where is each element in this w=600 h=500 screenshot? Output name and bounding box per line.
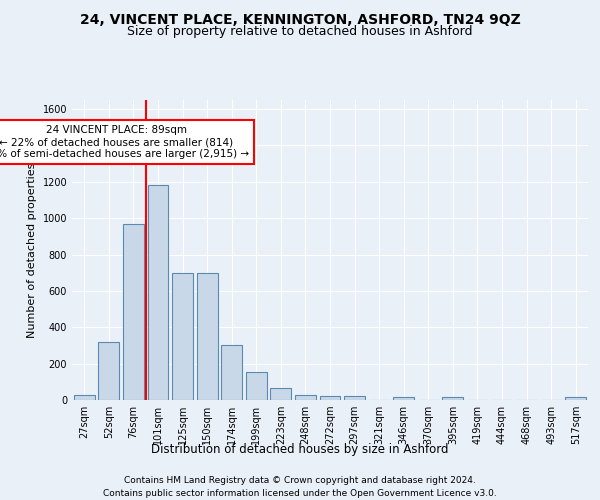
Bar bbox=[295, 394, 316, 400]
Bar bbox=[320, 396, 340, 400]
Text: Size of property relative to detached houses in Ashford: Size of property relative to detached ho… bbox=[127, 25, 473, 38]
Bar bbox=[197, 272, 218, 400]
Y-axis label: Number of detached properties: Number of detached properties bbox=[27, 162, 37, 338]
Bar bbox=[565, 398, 586, 400]
Text: Contains public sector information licensed under the Open Government Licence v3: Contains public sector information licen… bbox=[103, 489, 497, 498]
Text: Distribution of detached houses by size in Ashford: Distribution of detached houses by size … bbox=[151, 442, 449, 456]
Bar bbox=[221, 346, 242, 400]
Bar bbox=[246, 372, 267, 400]
Bar bbox=[172, 272, 193, 400]
Bar bbox=[123, 224, 144, 400]
Bar bbox=[393, 398, 414, 400]
Bar bbox=[344, 396, 365, 400]
Text: 24, VINCENT PLACE, KENNINGTON, ASHFORD, TN24 9QZ: 24, VINCENT PLACE, KENNINGTON, ASHFORD, … bbox=[80, 12, 520, 26]
Text: 24 VINCENT PLACE: 89sqm
← 22% of detached houses are smaller (814)
77% of semi-d: 24 VINCENT PLACE: 89sqm ← 22% of detache… bbox=[0, 126, 249, 158]
Text: Contains HM Land Registry data © Crown copyright and database right 2024.: Contains HM Land Registry data © Crown c… bbox=[124, 476, 476, 485]
Bar bbox=[442, 398, 463, 400]
Bar bbox=[148, 186, 169, 400]
Bar bbox=[98, 342, 119, 400]
Bar bbox=[271, 388, 292, 400]
Bar bbox=[74, 394, 95, 400]
